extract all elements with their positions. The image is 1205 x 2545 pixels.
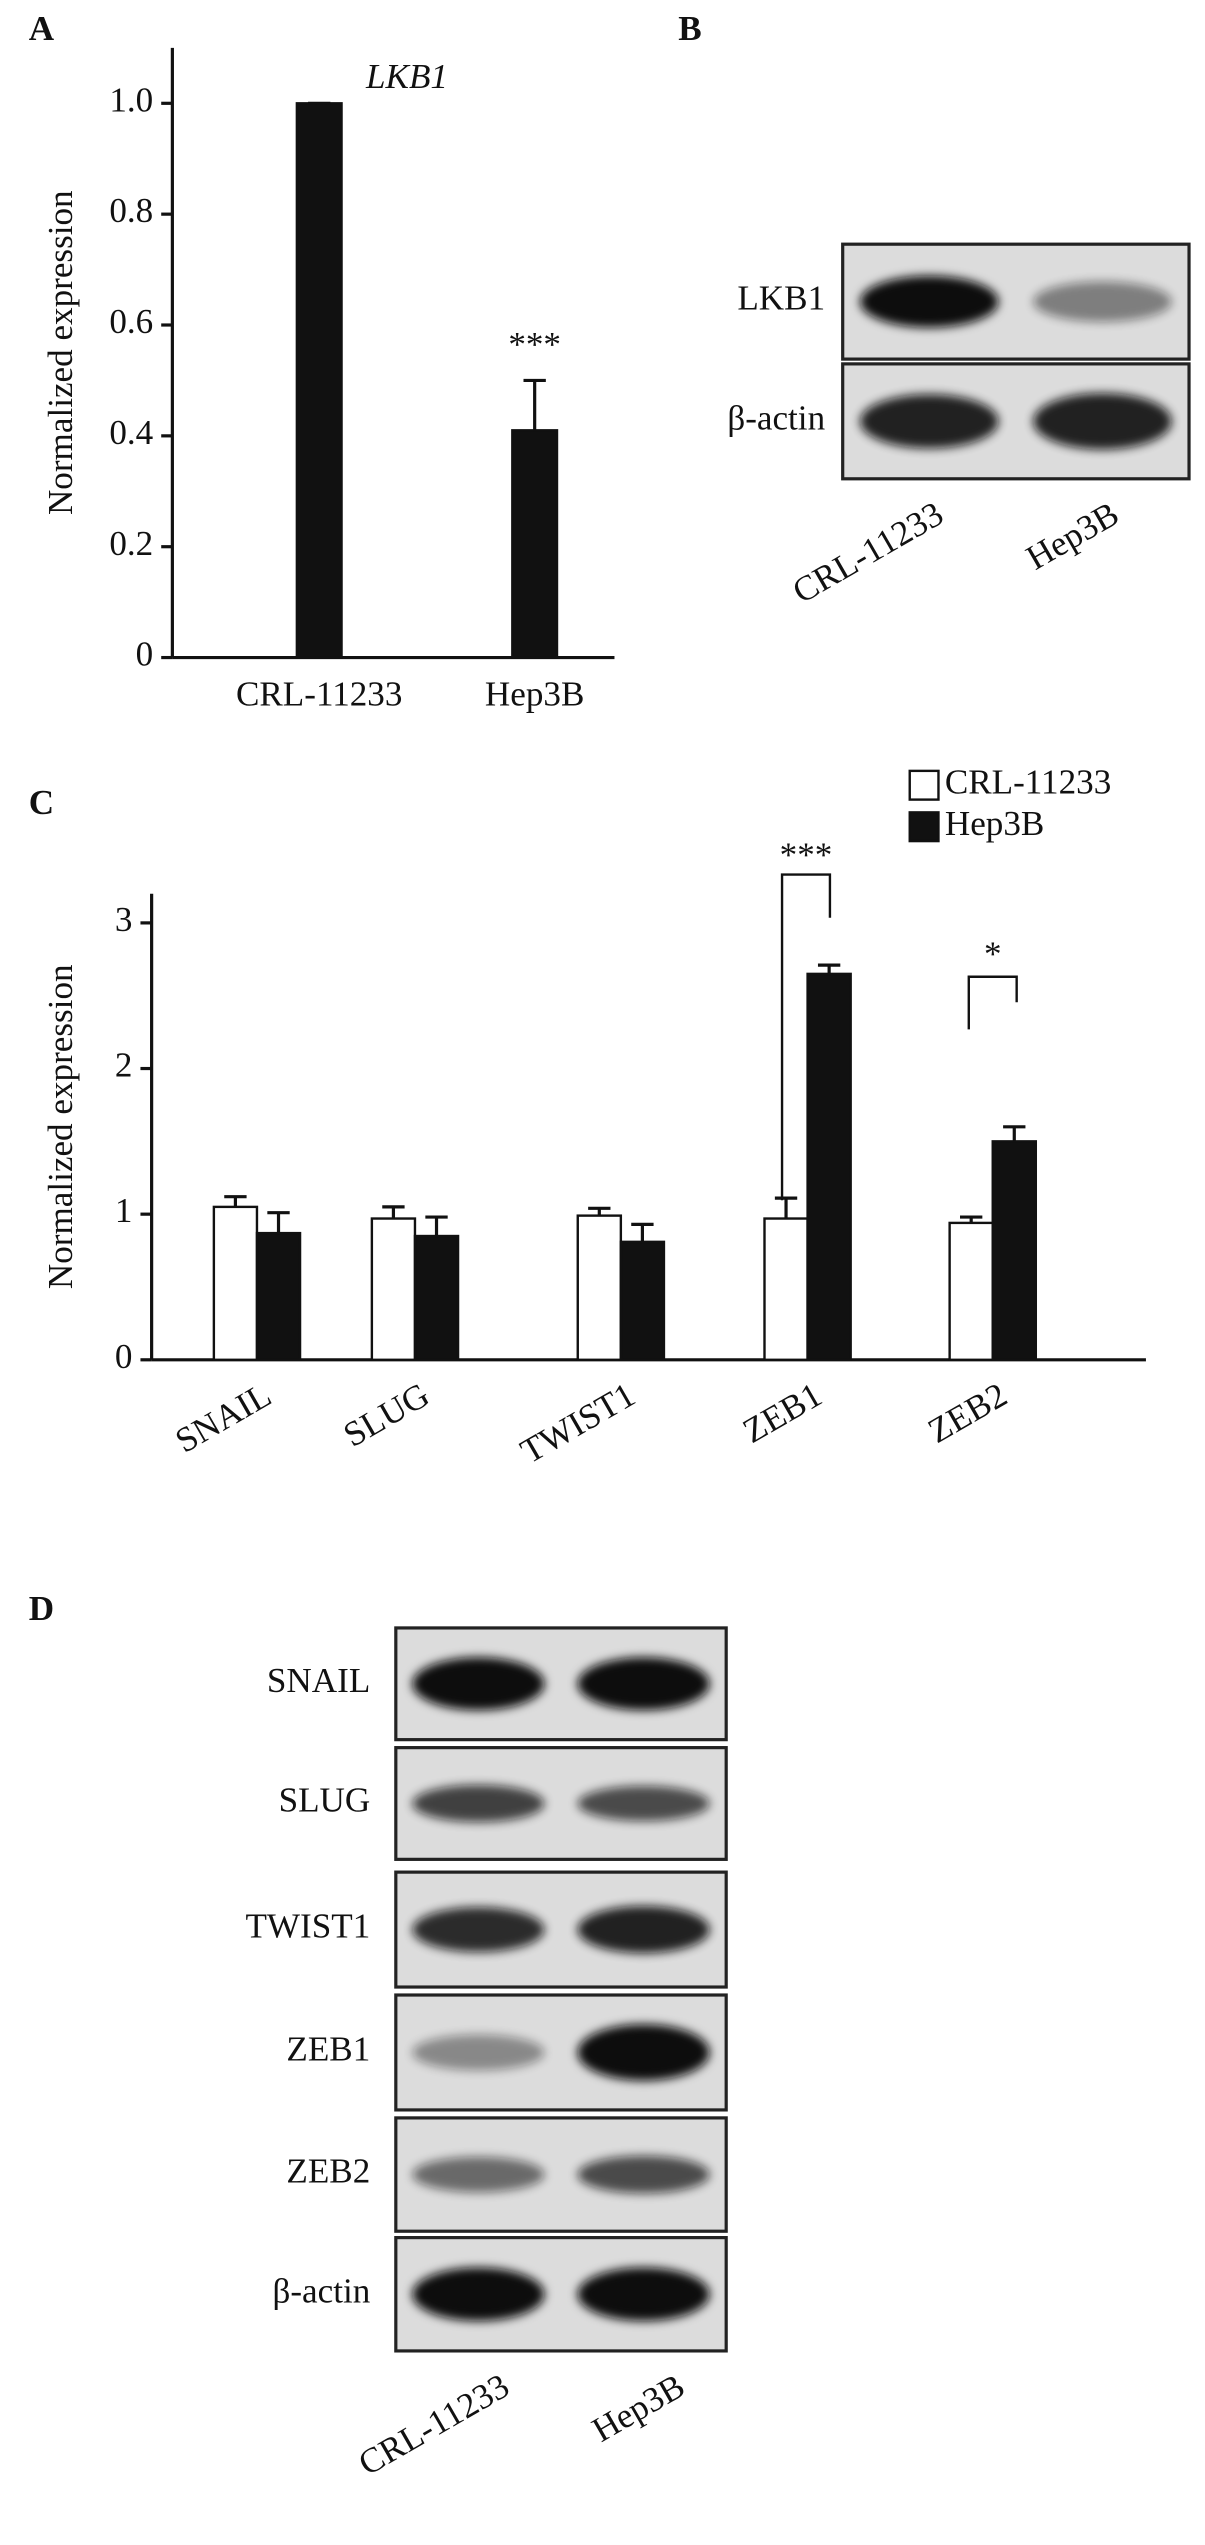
annotation: ***: [780, 836, 833, 875]
bar: [806, 972, 852, 1361]
panel-label: B: [678, 9, 701, 48]
bar: [370, 1217, 417, 1361]
blot-band: [577, 2024, 710, 2081]
blot-row-label: SLUG: [279, 1781, 371, 1820]
bar: [413, 1234, 460, 1361]
panel-label: A: [29, 9, 55, 48]
y-tick-label: 0.8: [109, 191, 153, 230]
annotation: LKB1: [365, 57, 448, 96]
y-tick-label: 0: [115, 1337, 133, 1376]
blot-band: [1033, 281, 1172, 322]
x-tick-label: TWIST1: [514, 1375, 642, 1471]
bar: [212, 1205, 259, 1361]
bar: [763, 1217, 809, 1361]
blot-band: [860, 394, 999, 449]
blot-band: [412, 2267, 545, 2322]
significance-bracket: [780, 873, 832, 1201]
legend-swatch: [908, 811, 940, 843]
bar: [295, 102, 343, 659]
legend-label: Hep3B: [945, 804, 1044, 843]
blot-band: [577, 2267, 710, 2322]
y-tick-label: 2: [115, 1046, 133, 1085]
x-tick-label: SNAIL: [169, 1375, 278, 1460]
y-tick-label: 1: [115, 1191, 133, 1230]
y-axis-title: Normalized expression: [41, 964, 80, 1289]
blot-lane-label: CRL-11233: [352, 2366, 516, 2483]
legend-label: CRL-11233: [945, 762, 1111, 801]
blot-lane-label: Hep3B: [1020, 494, 1126, 578]
y-tick-label: 0.4: [109, 413, 153, 452]
y-tick-label: 0.2: [109, 524, 153, 563]
y-tick-label: 0.6: [109, 302, 153, 341]
blot-band: [577, 1657, 710, 1711]
blot-band: [1033, 393, 1172, 450]
blot-band: [412, 2156, 545, 2193]
annotation: *: [984, 935, 1002, 974]
blot-lane-label: CRL-11233: [786, 494, 950, 611]
x-tick-label: ZEB1: [736, 1375, 828, 1451]
blot-band: [860, 275, 999, 328]
x-tick-label: ZEB2: [921, 1375, 1013, 1451]
panel-label: D: [29, 1589, 54, 1628]
blot-band: [577, 1905, 710, 1954]
blot-band: [412, 1657, 545, 1711]
y-tick-label: 0: [136, 635, 154, 674]
panel-label: C: [29, 783, 54, 822]
y-tick-label: 1.0: [109, 80, 153, 119]
blot-band: [412, 1907, 545, 1953]
blot-band: [577, 2155, 710, 2194]
blot-row-label: β-actin: [272, 2271, 370, 2310]
bar: [991, 1140, 1038, 1361]
blot-lane-label: Hep3B: [585, 2366, 691, 2450]
y-axis-title: Normalized expression: [41, 190, 80, 515]
bar: [255, 1231, 302, 1361]
blot-row-label: SNAIL: [267, 1661, 370, 1700]
legend-swatch: [908, 769, 940, 801]
significance-bracket: [967, 975, 1018, 1030]
blot-band: [412, 1784, 545, 1823]
blot-band: [577, 1785, 710, 1822]
x-tick-label: Hep3B: [485, 675, 584, 714]
blot-row-label: TWIST1: [245, 1907, 370, 1946]
bar: [576, 1214, 623, 1361]
blot-row-label: LKB1: [737, 279, 825, 318]
x-tick-label: SLUG: [337, 1375, 436, 1455]
annotation: ***: [508, 325, 561, 364]
blot-row-label: ZEB1: [286, 2030, 370, 2069]
bar: [619, 1240, 666, 1361]
x-tick-label: CRL-11233: [236, 675, 402, 714]
blot-row-label: ZEB2: [286, 2152, 370, 2191]
blot-band: [412, 2034, 545, 2071]
bar: [511, 429, 559, 659]
blot-row-label: β-actin: [727, 398, 825, 437]
y-tick-label: 3: [115, 900, 133, 939]
bar: [948, 1221, 994, 1361]
